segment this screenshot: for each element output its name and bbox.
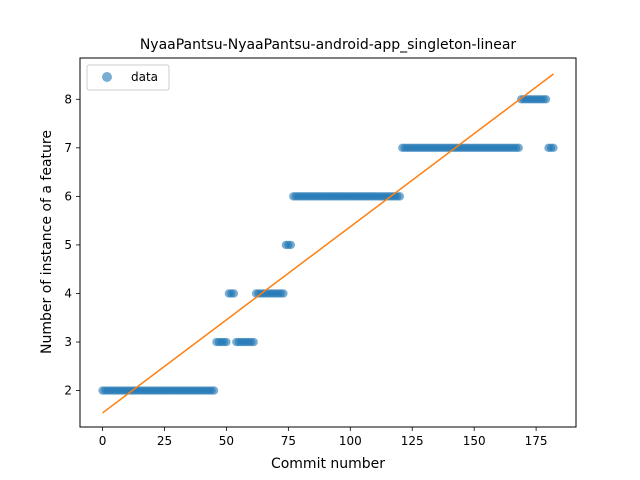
x-tick-label: 175 [525, 434, 548, 448]
y-tick-label: 8 [64, 92, 72, 106]
y-tick-label: 2 [64, 384, 72, 398]
legend: data [86, 64, 170, 91]
data-point [249, 337, 258, 347]
y-tick-label: 6 [64, 189, 72, 203]
x-tick-label: 125 [401, 434, 424, 448]
legend-label: data [131, 70, 158, 84]
y-tick-label: 3 [64, 335, 72, 349]
axes-frame [79, 57, 577, 428]
x-tick-label: 100 [339, 434, 362, 448]
x-axis: 0 25 50 75 100 125 150 175 [99, 427, 548, 448]
data-point [395, 192, 405, 201]
x-tick-label: 75 [281, 434, 296, 448]
y-tick-label: 5 [64, 238, 72, 252]
data-point [514, 143, 523, 153]
fit-line [102, 73, 554, 414]
plot-area [98, 73, 558, 414]
x-axis-label: Commit number [271, 456, 385, 472]
data-point [229, 289, 239, 298]
data-point [222, 337, 231, 347]
legend-box [86, 64, 170, 91]
chart-title: NyaaPantsu-NyaaPantsu-android-app_single… [140, 37, 517, 53]
data-point [279, 289, 288, 298]
data-point [286, 240, 296, 250]
y-tick-label: 7 [64, 141, 72, 155]
data-point [209, 386, 219, 395]
y-axis-label: Number of instance of a feature [39, 130, 55, 354]
x-tick-label: 25 [157, 434, 172, 448]
data-point [549, 143, 558, 153]
y-tick-label: 4 [64, 286, 72, 300]
y-axis: 2 3 4 5 6 7 8 [64, 92, 80, 398]
x-tick-label: 0 [99, 434, 107, 448]
x-tick-label: 50 [219, 434, 234, 448]
legend-marker [102, 72, 112, 82]
data-point [541, 95, 551, 104]
x-tick-label: 150 [463, 434, 486, 448]
